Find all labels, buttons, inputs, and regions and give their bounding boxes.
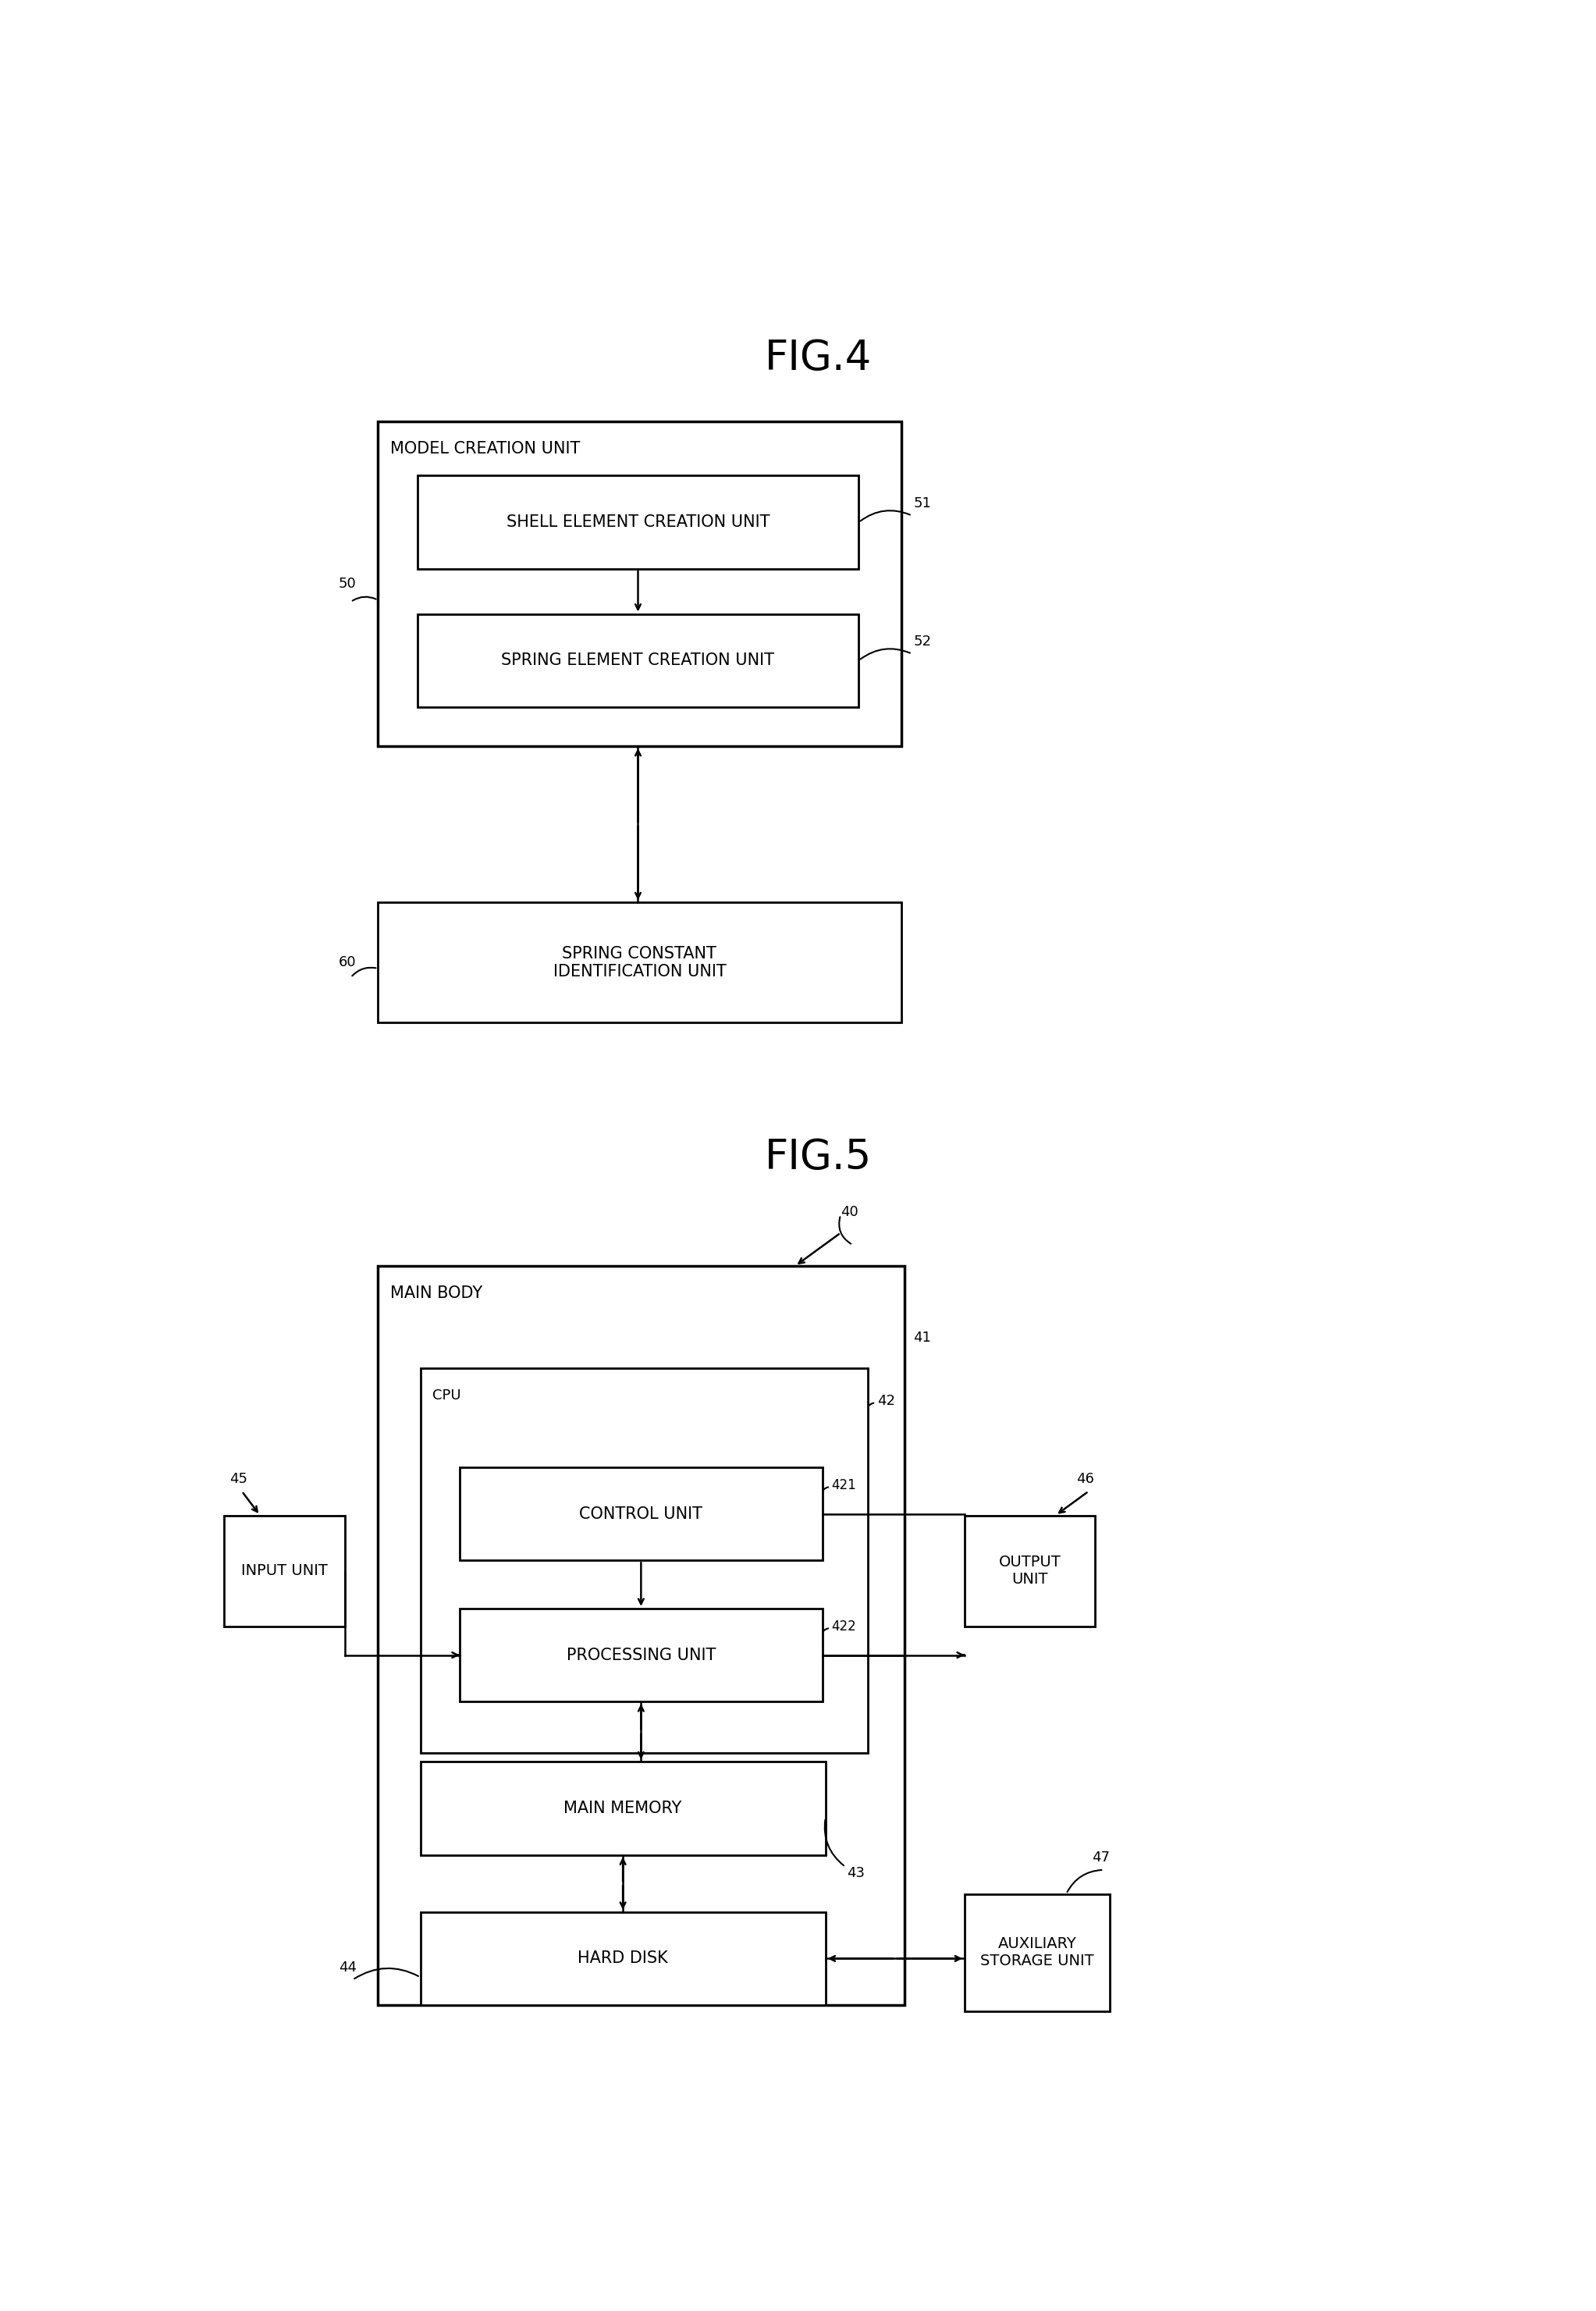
Bar <box>964 1516 1095 1627</box>
Text: 46: 46 <box>1077 1472 1095 1486</box>
Text: HARD DISK: HARD DISK <box>578 1950 669 1967</box>
Text: 45: 45 <box>230 1472 247 1486</box>
Text: SPRING ELEMENT CREATION UNIT: SPRING ELEMENT CREATION UNIT <box>501 652 774 668</box>
Text: 42: 42 <box>876 1394 895 1407</box>
Text: 52: 52 <box>913 636 930 649</box>
Bar <box>378 1266 905 2006</box>
Text: FIG.4: FIG.4 <box>764 337 871 379</box>
Text: 51: 51 <box>913 497 930 511</box>
Text: SPRING CONSTANT
IDENTIFICATION UNIT: SPRING CONSTANT IDENTIFICATION UNIT <box>552 945 726 980</box>
Text: 41: 41 <box>913 1331 930 1345</box>
Text: 44: 44 <box>338 1960 356 1976</box>
Text: OUTPUT
UNIT: OUTPUT UNIT <box>999 1555 1061 1588</box>
Bar <box>420 1761 825 1856</box>
Text: CPU: CPU <box>433 1389 461 1403</box>
Text: 421: 421 <box>832 1479 857 1493</box>
Bar <box>378 421 902 746</box>
Text: 422: 422 <box>832 1620 857 1634</box>
Bar <box>460 1608 822 1701</box>
Text: 47: 47 <box>1092 1851 1109 1865</box>
Text: SHELL ELEMENT CREATION UNIT: SHELL ELEMENT CREATION UNIT <box>506 515 769 529</box>
Text: AUXILIARY
STORAGE UNIT: AUXILIARY STORAGE UNIT <box>980 1937 1093 1969</box>
Bar <box>223 1516 345 1627</box>
Bar <box>417 476 859 569</box>
Text: FIG.5: FIG.5 <box>764 1137 871 1179</box>
Text: PROCESSING UNIT: PROCESSING UNIT <box>567 1648 715 1664</box>
Text: MODEL CREATION UNIT: MODEL CREATION UNIT <box>389 441 579 455</box>
Text: CONTROL UNIT: CONTROL UNIT <box>579 1507 702 1521</box>
Text: 40: 40 <box>841 1204 859 1218</box>
Text: MAIN MEMORY: MAIN MEMORY <box>563 1800 681 1816</box>
Bar <box>378 901 902 1021</box>
Bar <box>420 1911 825 2006</box>
Bar <box>420 1368 868 1752</box>
Bar <box>964 1895 1109 2011</box>
Text: 43: 43 <box>847 1865 865 1879</box>
Text: INPUT UNIT: INPUT UNIT <box>241 1565 327 1578</box>
Bar <box>417 615 859 707</box>
Bar <box>460 1467 822 1560</box>
Text: 60: 60 <box>338 954 356 968</box>
Text: MAIN BODY: MAIN BODY <box>389 1285 482 1301</box>
Text: 50: 50 <box>338 578 356 592</box>
